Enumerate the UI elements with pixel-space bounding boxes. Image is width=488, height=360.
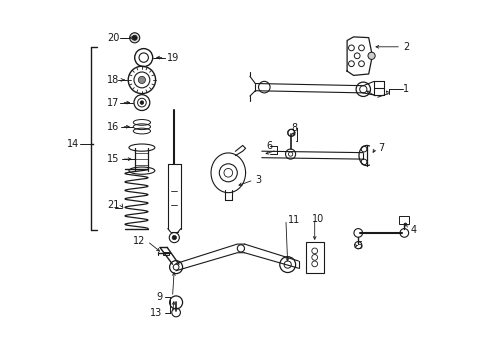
Text: 16: 16	[107, 122, 119, 132]
Text: 18: 18	[107, 75, 119, 85]
FancyBboxPatch shape	[305, 242, 323, 273]
Text: 3: 3	[255, 175, 261, 185]
Text: 5: 5	[355, 240, 362, 251]
Text: 10: 10	[311, 213, 324, 224]
Text: 1: 1	[402, 84, 408, 94]
Text: 19: 19	[166, 53, 179, 63]
Text: 17: 17	[106, 98, 119, 108]
Text: 13: 13	[150, 308, 162, 318]
Text: 6: 6	[265, 141, 272, 151]
Text: 20: 20	[106, 33, 119, 43]
Text: 7: 7	[377, 143, 383, 153]
Text: 4: 4	[409, 225, 415, 235]
Text: 8: 8	[291, 123, 297, 133]
Text: 2: 2	[402, 42, 408, 52]
Circle shape	[367, 52, 374, 59]
FancyBboxPatch shape	[163, 252, 169, 255]
Text: 12: 12	[133, 236, 145, 246]
FancyBboxPatch shape	[399, 216, 408, 224]
Circle shape	[140, 101, 143, 104]
Text: 15: 15	[106, 154, 119, 164]
Text: 9: 9	[156, 292, 162, 302]
Circle shape	[172, 235, 176, 240]
Text: 21: 21	[106, 200, 119, 210]
Circle shape	[132, 35, 137, 40]
Text: 14: 14	[66, 139, 79, 149]
Circle shape	[129, 33, 140, 43]
Text: 11: 11	[287, 215, 299, 225]
Circle shape	[138, 76, 145, 84]
